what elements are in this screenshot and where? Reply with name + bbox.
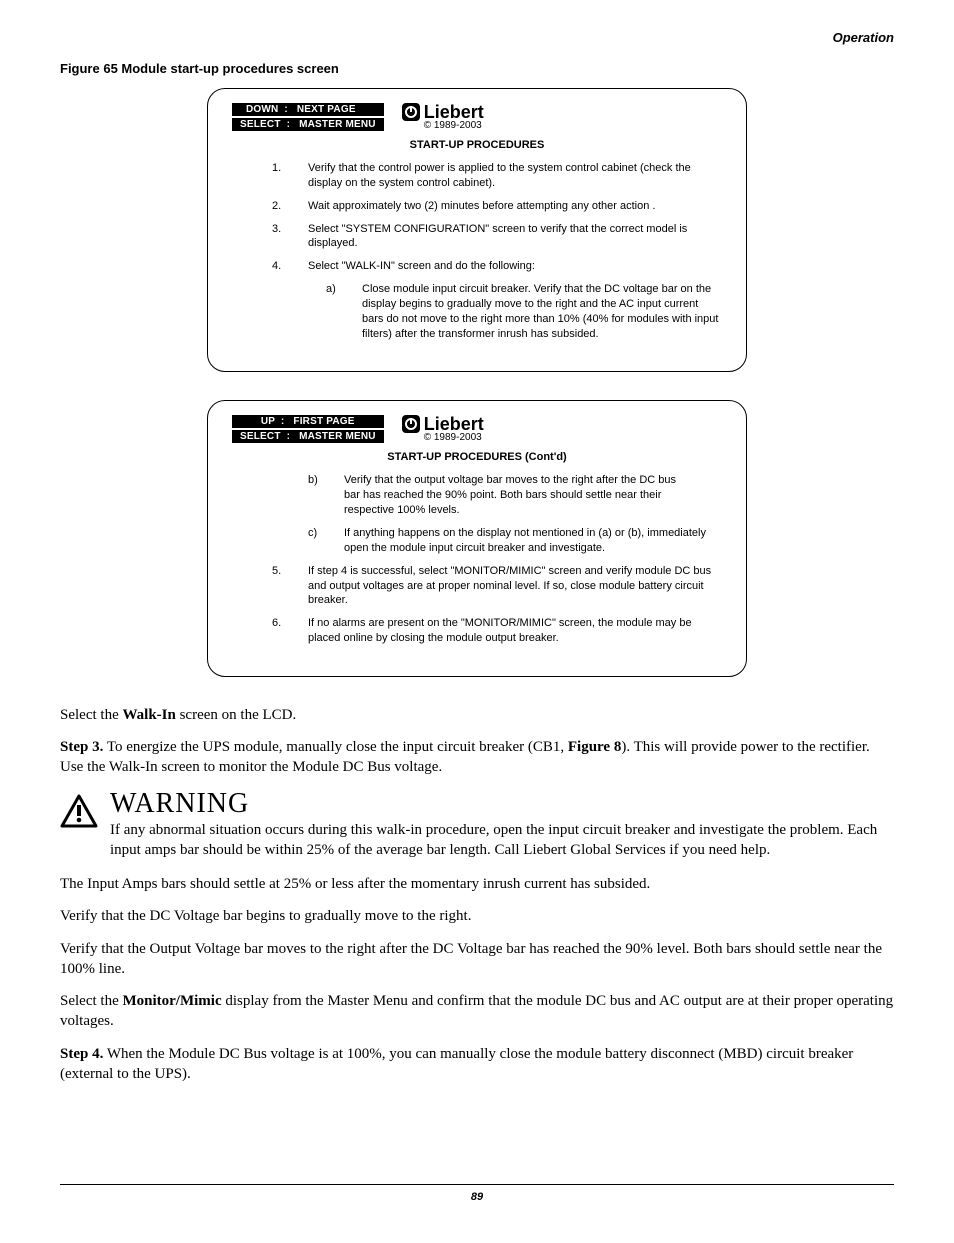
p7-a: Step 4. (60, 1046, 103, 1062)
proc-text: Select "WALK-IN" screen and do the follo… (308, 259, 722, 341)
proc-item: 2. Wait approximately two (2) minutes be… (272, 199, 722, 214)
proc-text-span: Select "WALK-IN" screen and do the follo… (308, 260, 535, 272)
footer: 89 (60, 1184, 894, 1203)
proc-text: If step 4 is successful, select "MONITOR… (308, 564, 722, 609)
logo-block-2: Liebert © 1989-2003 (402, 415, 484, 443)
proc-item: 5. If step 4 is successful, select "MONI… (272, 564, 722, 609)
liebert-logo-icon (402, 103, 420, 121)
warning-block: WARNING If any abnormal situation occurs… (60, 790, 894, 861)
panel-2: UP : FIRST PAGE SELECT : MASTER MENU Lie… (207, 400, 747, 676)
p6-b: Monitor/Mimic (122, 993, 221, 1009)
proc-num: 5. (272, 564, 290, 609)
body-p6: Select the Monitor/Mimic display from th… (60, 991, 894, 1032)
sub-text: Verify that the output voltage bar moves… (344, 473, 684, 518)
body-p7: Step 4. When the Module DC Bus voltage i… (60, 1044, 894, 1085)
body-p4: Verify that the DC Voltage bar begins to… (60, 906, 894, 926)
panel-1-head: DOWN : NEXT PAGE SELECT : MASTER MENU Li… (232, 103, 722, 131)
proc-list-1: 1. Verify that the control power is appl… (232, 161, 722, 341)
proc-item: 6. If no alarms are present on the "MONI… (272, 616, 722, 646)
logo-text-2: Liebert (424, 415, 484, 433)
proc-num: 2. (272, 199, 290, 214)
warning-content: WARNING If any abnormal situation occurs… (110, 790, 894, 861)
panel-2-head: UP : FIRST PAGE SELECT : MASTER MENU Lie… (232, 415, 722, 443)
proc-text: Verify that the control power is applied… (308, 161, 722, 191)
proc-item: 3. Select "SYSTEM CONFIGURATION" screen … (272, 222, 722, 252)
sub-label: b) (308, 473, 326, 518)
p2-a: Step 3. (60, 739, 103, 755)
p1-c: screen on the LCD. (176, 707, 296, 723)
proc-list-2: b) Verify that the output voltage bar mo… (232, 473, 722, 645)
p6-a: Select the (60, 993, 122, 1009)
liebert-logo-icon (402, 415, 420, 433)
figure-caption: Figure 65 Module start-up procedures scr… (60, 61, 894, 76)
logo-text-1: Liebert (424, 103, 484, 121)
panel-2-title: START-UP PROCEDURES (Cont'd) (232, 451, 722, 463)
body-p5: Verify that the Output Voltage bar moves… (60, 939, 894, 980)
body-p3: The Input Amps bars should settle at 25%… (60, 874, 894, 894)
proc-item: 4. Select "WALK-IN" screen and do the fo… (272, 259, 722, 341)
nav-block-2: UP : FIRST PAGE SELECT : MASTER MENU (232, 415, 384, 443)
p2-c: Figure 8 (568, 739, 621, 755)
sub-item-b: b) Verify that the output voltage bar mo… (272, 473, 722, 518)
proc-num: 1. (272, 161, 290, 191)
panel-1-wrap: DOWN : NEXT PAGE SELECT : MASTER MENU Li… (60, 88, 894, 372)
section-header: Operation (60, 30, 894, 45)
warning-text: If any abnormal situation occurs during … (110, 820, 894, 861)
logo-sub-1: © 1989-2003 (424, 121, 482, 131)
sub-item-a: a) Close module input circuit breaker. V… (308, 282, 722, 341)
proc-item: 1. Verify that the control power is appl… (272, 161, 722, 191)
proc-text: If no alarms are present on the "MONITOR… (308, 616, 722, 646)
proc-num: 6. (272, 616, 290, 646)
logo-block-1: Liebert © 1989-2003 (402, 103, 484, 131)
panel-1-title: START-UP PROCEDURES (232, 139, 722, 151)
proc-text: Wait approximately two (2) minutes befor… (308, 199, 722, 214)
panel-1: DOWN : NEXT PAGE SELECT : MASTER MENU Li… (207, 88, 747, 372)
page-number: 89 (471, 1191, 483, 1203)
panel-2-wrap: UP : FIRST PAGE SELECT : MASTER MENU Lie… (60, 400, 894, 676)
sub-label: c) (308, 526, 326, 556)
p2-b: To energize the UPS module, manually clo… (103, 739, 568, 755)
p1-b: Walk-In (122, 707, 175, 723)
nav-block-1: DOWN : NEXT PAGE SELECT : MASTER MENU (232, 103, 384, 131)
proc-num: 3. (272, 222, 290, 252)
warning-title: WARNING (110, 790, 894, 818)
nav-down: DOWN : NEXT PAGE (232, 103, 384, 116)
nav-up: UP : FIRST PAGE (232, 415, 384, 428)
page: Operation Figure 65 Module start-up proc… (0, 0, 954, 1243)
sub-text: Close module input circuit breaker. Veri… (362, 282, 722, 341)
sub-text: If anything happens on the display not m… (344, 526, 722, 556)
nav-select: SELECT : MASTER MENU (232, 118, 384, 131)
proc-text: Select "SYSTEM CONFIGURATION" screen to … (308, 222, 722, 252)
proc-num: 4. (272, 259, 290, 341)
sub-label: a) (326, 282, 344, 341)
body-p2: Step 3. To energize the UPS module, manu… (60, 737, 894, 778)
logo-sub-2: © 1989-2003 (424, 433, 482, 443)
sub-item-c: c) If anything happens on the display no… (272, 526, 722, 556)
body-p1: Select the Walk-In screen on the LCD. (60, 705, 894, 725)
warning-icon (60, 790, 100, 861)
p7-b: When the Module DC Bus voltage is at 100… (60, 1046, 853, 1082)
p1-a: Select the (60, 707, 122, 723)
nav-select-2: SELECT : MASTER MENU (232, 430, 384, 443)
